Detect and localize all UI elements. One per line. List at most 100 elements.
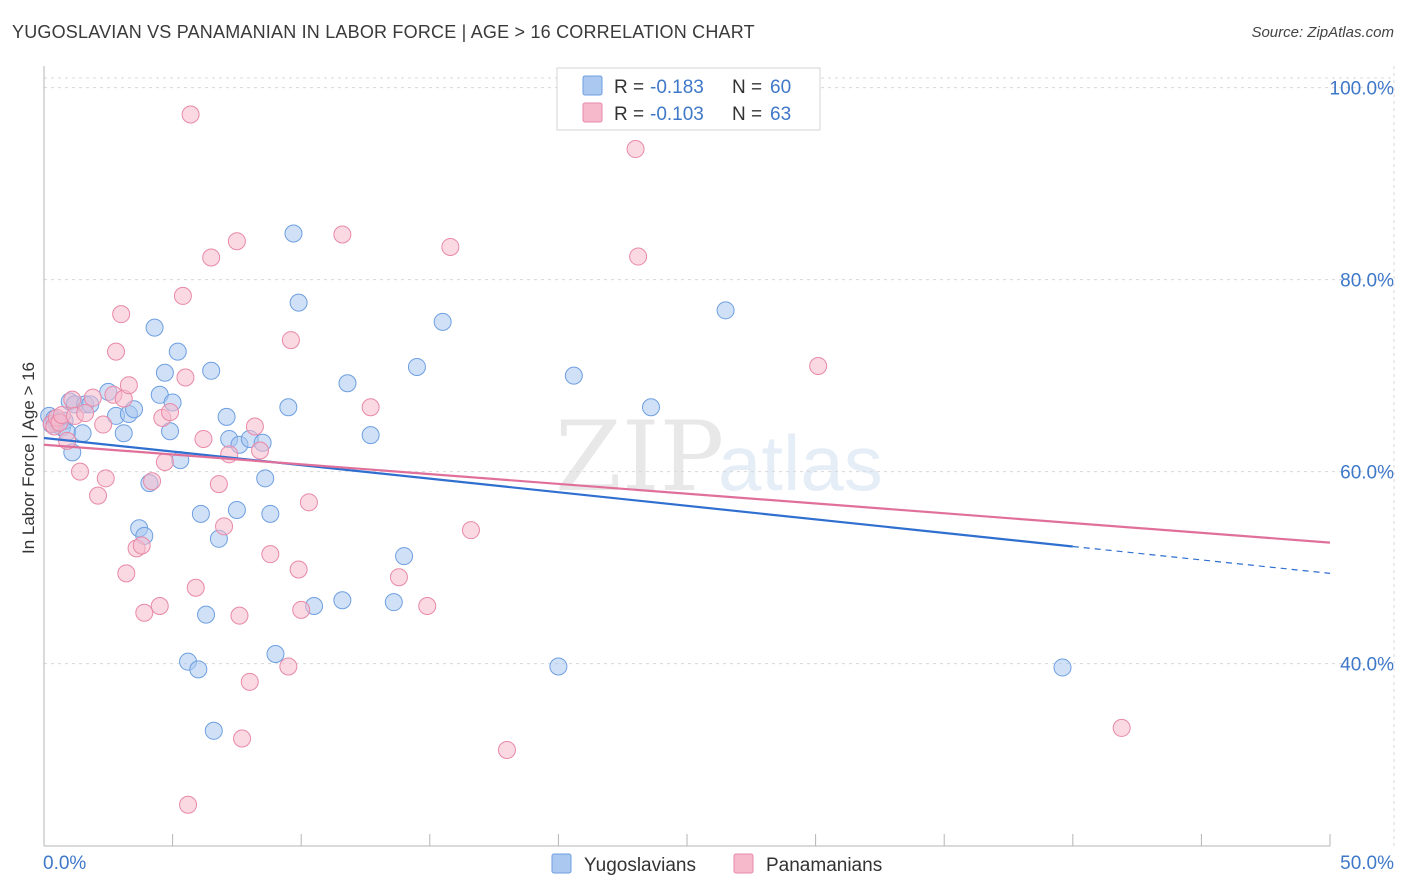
point-panamanians	[227, 232, 246, 251]
point-yugoslavians	[256, 469, 275, 488]
point-yugoslavians	[145, 318, 164, 337]
data-points	[40, 105, 1131, 814]
watermark-zip: ZIP	[555, 401, 724, 513]
point-panamanians	[230, 606, 249, 625]
y-tick-label: 100.0%	[1330, 79, 1395, 100]
point-yugoslavians	[564, 366, 583, 385]
point-panamanians	[461, 521, 480, 540]
point-yugoslavians	[114, 424, 133, 443]
chart-title: YUGOSLAVIAN VS PANAMANIAN IN LABOR FORCE…	[12, 22, 755, 42]
point-panamanians	[135, 603, 154, 622]
legend-r-label: R =	[614, 77, 649, 98]
point-panamanians	[1112, 718, 1131, 737]
point-panamanians	[209, 475, 228, 494]
point-yugoslavians	[155, 363, 174, 382]
x-tick-label-min: 0.0%	[43, 853, 86, 874]
legend-n-value: 60	[770, 77, 791, 98]
point-yugoslavians	[217, 407, 236, 426]
point-panamanians	[112, 305, 131, 324]
point-panamanians	[299, 493, 318, 512]
y-tick-label: 80.0%	[1340, 271, 1394, 292]
point-yugoslavians	[191, 504, 210, 523]
point-panamanians	[389, 568, 408, 587]
point-panamanians	[215, 517, 234, 536]
point-panamanians	[107, 342, 126, 361]
point-yugoslavians	[333, 591, 352, 610]
point-panamanians	[194, 429, 213, 448]
point-yugoslavians	[641, 398, 660, 417]
trend-line-yugoslavians	[43, 436, 1073, 548]
point-panamanians	[361, 398, 380, 417]
legend-bottom-swatch-yugoslavians	[551, 853, 572, 874]
point-panamanians	[418, 597, 437, 615]
trend-line-panamanians	[43, 443, 1331, 544]
point-panamanians	[202, 248, 221, 267]
point-panamanians	[176, 368, 195, 387]
point-yugoslavians	[395, 547, 414, 566]
axes	[43, 66, 1331, 847]
point-panamanians	[132, 536, 151, 555]
point-panamanians	[181, 105, 200, 124]
y-tick-label: 40.0%	[1340, 655, 1394, 676]
trend-line-extension-yugoslavians	[1072, 545, 1331, 574]
point-panamanians	[96, 469, 115, 488]
correlation-legend: R = -0.183 N = 60 R = -0.103 N = 63	[556, 67, 821, 131]
legend-bottom-swatch-panamanians	[733, 853, 754, 874]
watermark-atlas: atlas	[718, 419, 883, 507]
point-panamanians	[245, 417, 264, 436]
point-yugoslavians	[284, 224, 303, 243]
point-yugoslavians	[73, 424, 92, 443]
y-axis-title: In Labor Force | Age > 16	[19, 362, 38, 554]
legend-swatch-yugoslavians	[582, 75, 603, 96]
point-panamanians	[143, 472, 162, 491]
point-panamanians	[173, 286, 192, 305]
point-yugoslavians	[289, 293, 308, 312]
point-yugoslavians	[716, 301, 735, 320]
legend-n-value: 63	[770, 104, 791, 125]
point-yugoslavians	[266, 645, 285, 663]
point-yugoslavians	[384, 593, 403, 612]
point-yugoslavians	[161, 422, 180, 441]
point-panamanians	[240, 672, 259, 691]
point-panamanians	[63, 390, 82, 409]
point-panamanians	[76, 404, 95, 423]
series-legend: Yugoslavians Panamanians	[551, 853, 882, 876]
point-yugoslavians	[338, 374, 357, 393]
legend-bottom-label-panamanians: Panamanians	[766, 855, 882, 876]
point-panamanians	[94, 415, 113, 434]
point-panamanians	[186, 578, 205, 597]
point-yugoslavians	[189, 660, 208, 679]
point-panamanians	[71, 462, 90, 481]
point-yugoslavians	[227, 501, 246, 519]
point-yugoslavians	[549, 657, 568, 676]
point-yugoslavians	[407, 357, 426, 376]
source-credit: Source: ZipAtlas.com	[1251, 24, 1394, 41]
point-yugoslavians	[361, 426, 380, 445]
point-panamanians	[119, 376, 138, 395]
point-yugoslavians	[204, 721, 223, 740]
point-panamanians	[289, 560, 308, 579]
point-panamanians	[333, 225, 352, 244]
point-panamanians	[809, 357, 828, 375]
point-panamanians	[251, 441, 270, 460]
legend-r-label: R =	[614, 104, 649, 125]
point-panamanians	[89, 486, 108, 505]
point-yugoslavians	[1053, 658, 1072, 677]
point-panamanians	[83, 388, 102, 407]
point-panamanians	[233, 729, 252, 748]
point-panamanians	[161, 403, 180, 422]
point-panamanians	[279, 657, 298, 676]
x-tick-label-max: 50.0%	[1340, 853, 1394, 874]
point-yugoslavians	[279, 398, 298, 417]
point-yugoslavians	[261, 504, 280, 523]
point-panamanians	[441, 237, 460, 256]
legend-r-value: -0.183	[650, 77, 704, 98]
point-panamanians	[292, 600, 311, 619]
gridlines: 40.0% 60.0% 80.0% 100.0%	[44, 66, 1395, 846]
y-tick-label: 60.0%	[1340, 463, 1394, 484]
point-panamanians	[261, 545, 280, 564]
point-panamanians	[629, 247, 648, 266]
point-panamanians	[179, 795, 198, 814]
point-yugoslavians	[433, 312, 452, 331]
